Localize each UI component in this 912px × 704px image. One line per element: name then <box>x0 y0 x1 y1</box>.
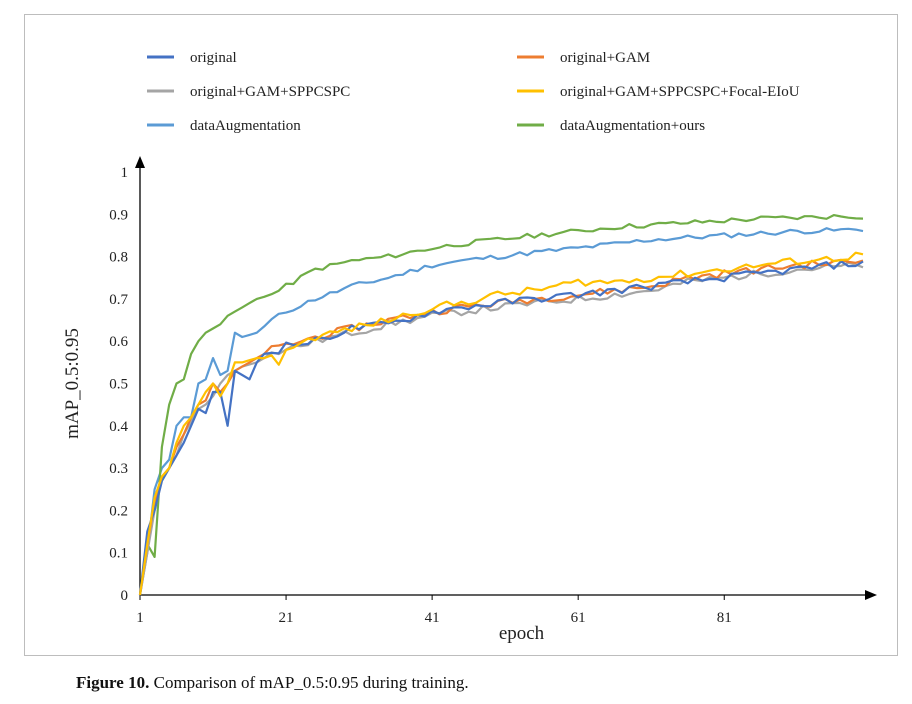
figure-caption: Figure 10. Comparison of mAP_0.5:0.95 du… <box>76 673 469 693</box>
y-tick-label: 0.2 <box>109 503 128 519</box>
y-tick-label: 0.1 <box>109 546 128 562</box>
y-tick-label: 0.8 <box>109 250 128 266</box>
legend-label-2: original+GAM <box>560 50 650 66</box>
series-line-6 <box>138 214 864 596</box>
legend-label-5: dataAugmentation <box>190 118 301 134</box>
x-tick-label: 1 <box>136 610 144 626</box>
legend-label-4: original+GAM+SPPCSPC+Focal-EIoU <box>560 84 800 100</box>
y-tick-label: 0.6 <box>109 334 128 350</box>
x-tick-label: 61 <box>571 610 586 626</box>
y-tick-label: 0.9 <box>109 207 128 223</box>
caption-label: Figure 10. <box>76 673 150 692</box>
series-line-4 <box>138 251 864 596</box>
series-line-3 <box>138 261 864 596</box>
x-tick-label: 21 <box>279 610 294 626</box>
series-line-2 <box>138 258 864 596</box>
y-tick-label: 0.5 <box>109 377 128 393</box>
series-line-5 <box>138 227 864 596</box>
y-tick-label: 0.4 <box>109 419 128 435</box>
x-tick-label: 41 <box>425 610 440 626</box>
x-tick-label: 81 <box>717 610 732 626</box>
y-tick-label: 1 <box>121 165 129 181</box>
x-axis-arrow <box>865 590 877 600</box>
caption-text: Comparison of mAP_0.5:0.95 during traini… <box>149 673 469 692</box>
chart-frame: 0 0.1 0.2 0.3 0.4 0.5 0.6 0.7 0.8 0.9 1 1 21 41 61 81 ep… <box>24 14 898 656</box>
y-tick-label: 0 <box>121 588 129 604</box>
y-tick-label: 0.3 <box>109 461 128 477</box>
y-axis-label: mAP_0.5:0.95 <box>62 328 83 439</box>
y-axis-arrow <box>135 156 145 168</box>
legend-label-1: original <box>190 50 237 66</box>
legend-label-3: original+GAM+SPPCSPC <box>190 84 350 100</box>
series-line-1 <box>138 260 864 596</box>
x-axis-label: epoch <box>499 623 545 644</box>
line-chart: 0 0.1 0.2 0.3 0.4 0.5 0.6 0.7 0.8 0.9 1 1 21 41 61 81 ep… <box>62 50 877 644</box>
y-tick-label: 0.7 <box>109 292 128 308</box>
legend-label-6: dataAugmentation+ours <box>560 118 705 134</box>
